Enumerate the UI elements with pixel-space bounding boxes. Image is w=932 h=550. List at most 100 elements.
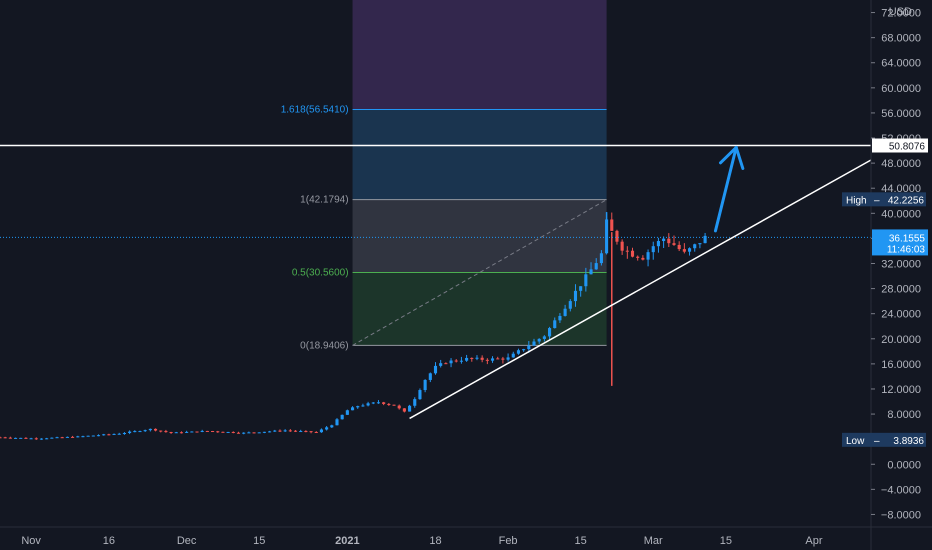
candle-body <box>122 433 126 435</box>
candle-body <box>548 328 552 337</box>
candle-body <box>350 407 355 411</box>
candle-body <box>537 338 541 342</box>
candle-body <box>392 404 396 406</box>
candle-body <box>159 430 163 432</box>
candle-body <box>579 286 583 291</box>
candle-body <box>278 430 282 432</box>
candle-body <box>428 373 432 380</box>
candle-body <box>599 253 603 264</box>
candle-body <box>371 402 375 404</box>
candle-body <box>91 435 95 437</box>
candle-body <box>164 431 168 433</box>
candle-body <box>128 431 132 434</box>
low-marker-title: Low <box>846 436 865 447</box>
fib-zone-1618 <box>352 109 607 200</box>
candle-body <box>511 353 515 358</box>
candle-body <box>200 430 204 432</box>
projection-arrow[interactable] <box>713 145 738 233</box>
fib-level-label: 0.5(30.5600) <box>292 268 349 279</box>
candle-body <box>568 301 572 309</box>
y-tick-label: 68.0000 <box>881 33 921 45</box>
candle-body <box>376 402 381 404</box>
high-marker-value: 42.2256 <box>888 195 925 206</box>
candle-body <box>387 403 391 405</box>
candle-body <box>475 357 479 359</box>
candle-body <box>319 429 323 433</box>
candle-body <box>330 425 334 428</box>
candle-body <box>81 436 85 438</box>
candle-body <box>413 399 417 406</box>
candle-body <box>288 430 292 432</box>
low-marker-dash: – <box>874 436 880 447</box>
candle-body <box>454 360 458 362</box>
candle-body <box>423 379 427 391</box>
candle-body <box>516 350 521 354</box>
candle-body <box>558 315 562 321</box>
y-tick-label: 16.0000 <box>881 359 921 371</box>
x-tick-label: 2021 <box>335 535 359 547</box>
candle-body <box>480 357 484 360</box>
candle-body <box>625 250 629 252</box>
candle-body <box>236 432 241 434</box>
candle-body <box>402 408 406 412</box>
candle-body <box>444 363 448 365</box>
last-price-tag-bg <box>872 229 928 256</box>
candle-body <box>563 308 567 316</box>
x-tick-label: Dec <box>177 535 197 547</box>
candle-body <box>677 244 681 250</box>
candle-body <box>169 431 173 433</box>
candle-body <box>615 230 619 242</box>
x-tick-label: 16 <box>103 535 115 547</box>
x-tick-label: 15 <box>720 535 732 547</box>
candle-body <box>340 414 344 420</box>
candle-body <box>231 431 235 433</box>
candle-body <box>71 436 75 438</box>
candle-body <box>605 219 609 254</box>
high-marker-title: High <box>846 195 867 206</box>
candle-body <box>314 432 318 434</box>
x-tick-label: 18 <box>429 535 441 547</box>
candle-body <box>573 290 578 302</box>
candle-body <box>179 432 184 434</box>
candle-body <box>96 435 101 437</box>
candle-body <box>584 274 588 287</box>
candle-body <box>107 434 111 436</box>
candle-body <box>335 419 339 426</box>
drawings[interactable] <box>0 144 872 420</box>
candle-body <box>304 431 308 433</box>
fib-zone-05 <box>352 272 607 346</box>
candle-body <box>636 256 640 258</box>
candle-body <box>60 437 64 439</box>
fib-zone-1 <box>352 199 607 273</box>
candle-body <box>672 243 676 245</box>
candle-body <box>76 436 80 438</box>
candle-body <box>55 437 59 439</box>
candle-body <box>594 263 598 270</box>
support-trendline[interactable] <box>409 159 872 420</box>
candle-body <box>662 238 666 242</box>
candle-body <box>325 427 329 430</box>
fib-level-label: 0(18.9406) <box>300 340 348 351</box>
candle-body <box>143 430 147 432</box>
candle-body <box>496 358 500 360</box>
candle-body <box>433 365 438 374</box>
y-tick-label: 60.0000 <box>881 83 921 95</box>
candle-body <box>221 431 225 433</box>
candle-body <box>449 360 453 364</box>
candle-body <box>247 432 251 434</box>
y-tick-label: 72.0000 <box>881 8 921 20</box>
fib-zone-upper <box>352 0 607 110</box>
y-tick-label: 20.0000 <box>881 334 921 346</box>
candle-body <box>397 405 401 409</box>
high-marker-bg <box>842 192 926 207</box>
low-marker-bg <box>842 432 926 447</box>
fib-extension[interactable]: 1.618(56.5410) 1(42.1794) 0.5(30.5600) 0(18… <box>281 0 607 351</box>
y-tick-label: 64.0000 <box>881 58 921 70</box>
candle-body <box>65 436 69 438</box>
y-tick-label: 44.0000 <box>881 183 921 195</box>
projection-arrow-head <box>719 145 745 170</box>
candle-body <box>459 360 463 362</box>
candle-body <box>102 434 106 436</box>
